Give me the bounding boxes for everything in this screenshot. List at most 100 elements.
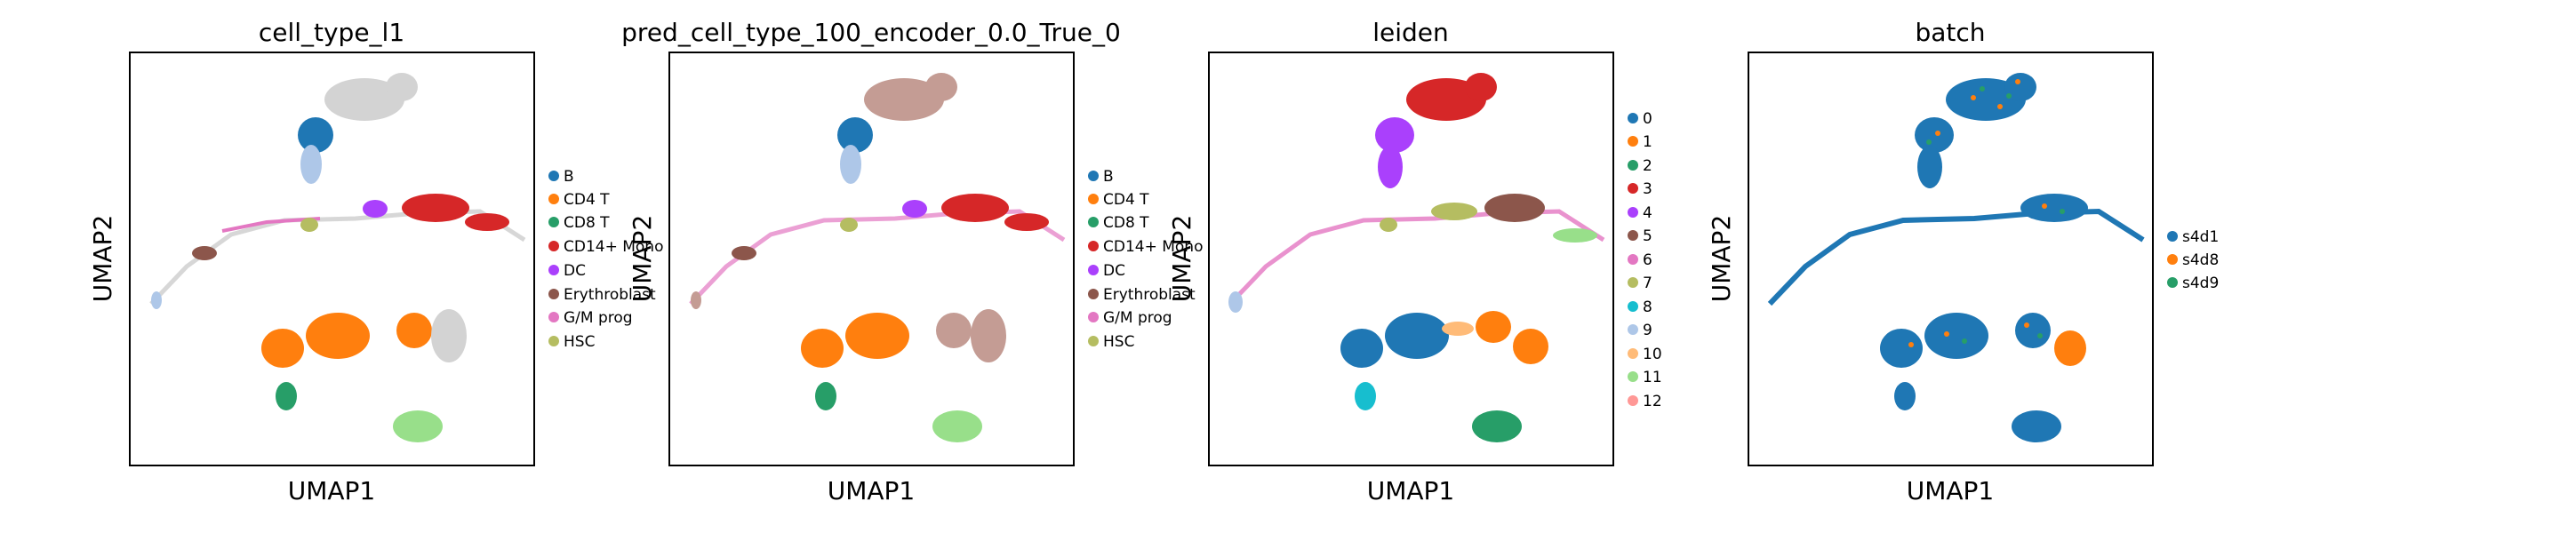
- panel-batch: batch: [1707, 18, 2219, 505]
- legend-label: CD4 T: [1103, 191, 1149, 209]
- legend-label: G/M prog: [1103, 309, 1172, 327]
- point-cluster: [261, 329, 304, 368]
- point-cluster: [324, 78, 404, 121]
- point: [1980, 86, 1985, 91]
- legend: 0 1 2 3 4 5 6 7 8 9 10 11 12: [1628, 110, 1662, 410]
- point-cluster: [864, 78, 944, 121]
- point-cluster: [925, 73, 957, 101]
- legend-item: 9: [1628, 322, 1652, 339]
- legend-marker: [1628, 324, 1638, 335]
- legend-label: CD8 T: [564, 214, 610, 232]
- legend-item: HSC: [1088, 333, 1134, 351]
- point-cluster: [691, 291, 701, 309]
- point-cluster: [298, 117, 333, 153]
- point-cluster: [1553, 228, 1597, 243]
- legend-marker: [1628, 207, 1638, 218]
- panel-title: batch: [1915, 18, 1985, 47]
- point-cluster: [2020, 194, 2088, 222]
- legend-item: B: [1088, 168, 1114, 186]
- point: [2006, 93, 2012, 99]
- legend-marker: [1088, 265, 1099, 275]
- point-cluster: [1378, 146, 1403, 188]
- legend-item: 5: [1628, 227, 1652, 245]
- legend-marker: [548, 289, 559, 299]
- legend: B CD4 T CD8 T CD14+ Mono DC Erythroblast…: [1088, 168, 1203, 351]
- point: [2037, 333, 2043, 338]
- legend-label: s4d8: [2182, 251, 2219, 269]
- batch-mix-dots: [1908, 79, 2047, 347]
- legend-item: 7: [1628, 274, 1652, 292]
- point: [2060, 209, 2065, 214]
- legend-item: DC: [548, 262, 586, 280]
- point: [1944, 331, 1949, 337]
- legend: s4d1 s4d8 s4d9: [2167, 228, 2219, 292]
- legend-item: 4: [1628, 204, 1652, 222]
- point-cluster: [971, 309, 1006, 362]
- legend-marker: [2167, 254, 2178, 265]
- point-cluster: [837, 117, 873, 153]
- point-cluster: [393, 410, 443, 442]
- point-cluster: [300, 218, 318, 232]
- legend-label: Erythroblast: [1103, 286, 1196, 304]
- point-cluster: [431, 309, 467, 362]
- legend-item: s4d9: [2167, 274, 2219, 292]
- point-cluster: [1894, 382, 1916, 410]
- legend-item: s4d8: [2167, 251, 2219, 269]
- point-cluster: [192, 246, 217, 260]
- legend-label: Erythroblast: [564, 286, 656, 304]
- legend-marker: [548, 194, 559, 204]
- legend-item: G/M prog: [548, 309, 633, 327]
- legend-marker: [548, 171, 559, 181]
- legend-marker: [1628, 183, 1638, 194]
- legend-item: CD14+ Mono: [1088, 238, 1203, 256]
- point-cluster: [386, 73, 418, 101]
- legend-marker: [1088, 194, 1099, 204]
- point-cluster: [151, 291, 162, 309]
- legend-label: CD14+ Mono: [564, 238, 663, 256]
- legend-marker: [2167, 231, 2178, 242]
- legend-item: Erythroblast: [548, 286, 656, 304]
- point: [1962, 338, 1967, 344]
- point-cluster: [402, 194, 469, 222]
- point-cluster: [1915, 117, 1954, 153]
- point-cluster: [1375, 117, 1414, 153]
- point-cluster: [276, 382, 297, 410]
- point: [1971, 95, 1976, 100]
- point-cluster: [1465, 73, 1497, 101]
- legend-marker: [1628, 348, 1638, 359]
- legend-marker: [1628, 254, 1638, 265]
- point: [2042, 203, 2047, 209]
- stroke-cluster: [1767, 208, 2145, 306]
- legend-label: 8: [1643, 298, 1652, 316]
- point-cluster: [2012, 410, 2061, 442]
- legend-item: B: [548, 168, 574, 186]
- point-cluster: [815, 382, 836, 410]
- legend-item: s4d1: [2167, 228, 2219, 246]
- point: [1926, 139, 1932, 145]
- y-axis-label: UMAP2: [1167, 215, 1196, 303]
- legend-label: HSC: [1103, 333, 1134, 351]
- legend: B CD4 T CD8 T CD14+ Mono DC Erythroblast…: [548, 168, 663, 351]
- point-cluster: [1340, 329, 1383, 368]
- point-cluster: [1380, 218, 1397, 232]
- scatter-points: [1228, 73, 1605, 442]
- legend-marker: [1628, 371, 1638, 382]
- axes-frame: [1748, 52, 2154, 466]
- legend-item: 0: [1628, 110, 1652, 128]
- legend-label: CD14+ Mono: [1103, 238, 1203, 256]
- legend-marker: [1628, 277, 1638, 288]
- point: [1908, 342, 1914, 347]
- legend-label: CD8 T: [1103, 214, 1149, 232]
- panel-title: pred_cell_type_100_encoder_0.0_True_0: [621, 18, 1121, 47]
- legend-marker: [1628, 230, 1638, 241]
- legend-marker: [548, 241, 559, 251]
- point-cluster: [465, 213, 509, 231]
- y-axis-label: UMAP2: [628, 215, 657, 303]
- point-cluster: [1228, 291, 1243, 313]
- panel-title: leiden: [1372, 18, 1449, 47]
- legend-item: CD8 T: [548, 214, 610, 232]
- legend-marker: [1628, 395, 1638, 406]
- legend-label: 7: [1643, 274, 1652, 292]
- legend-marker: [1628, 113, 1638, 123]
- point: [1997, 104, 2003, 109]
